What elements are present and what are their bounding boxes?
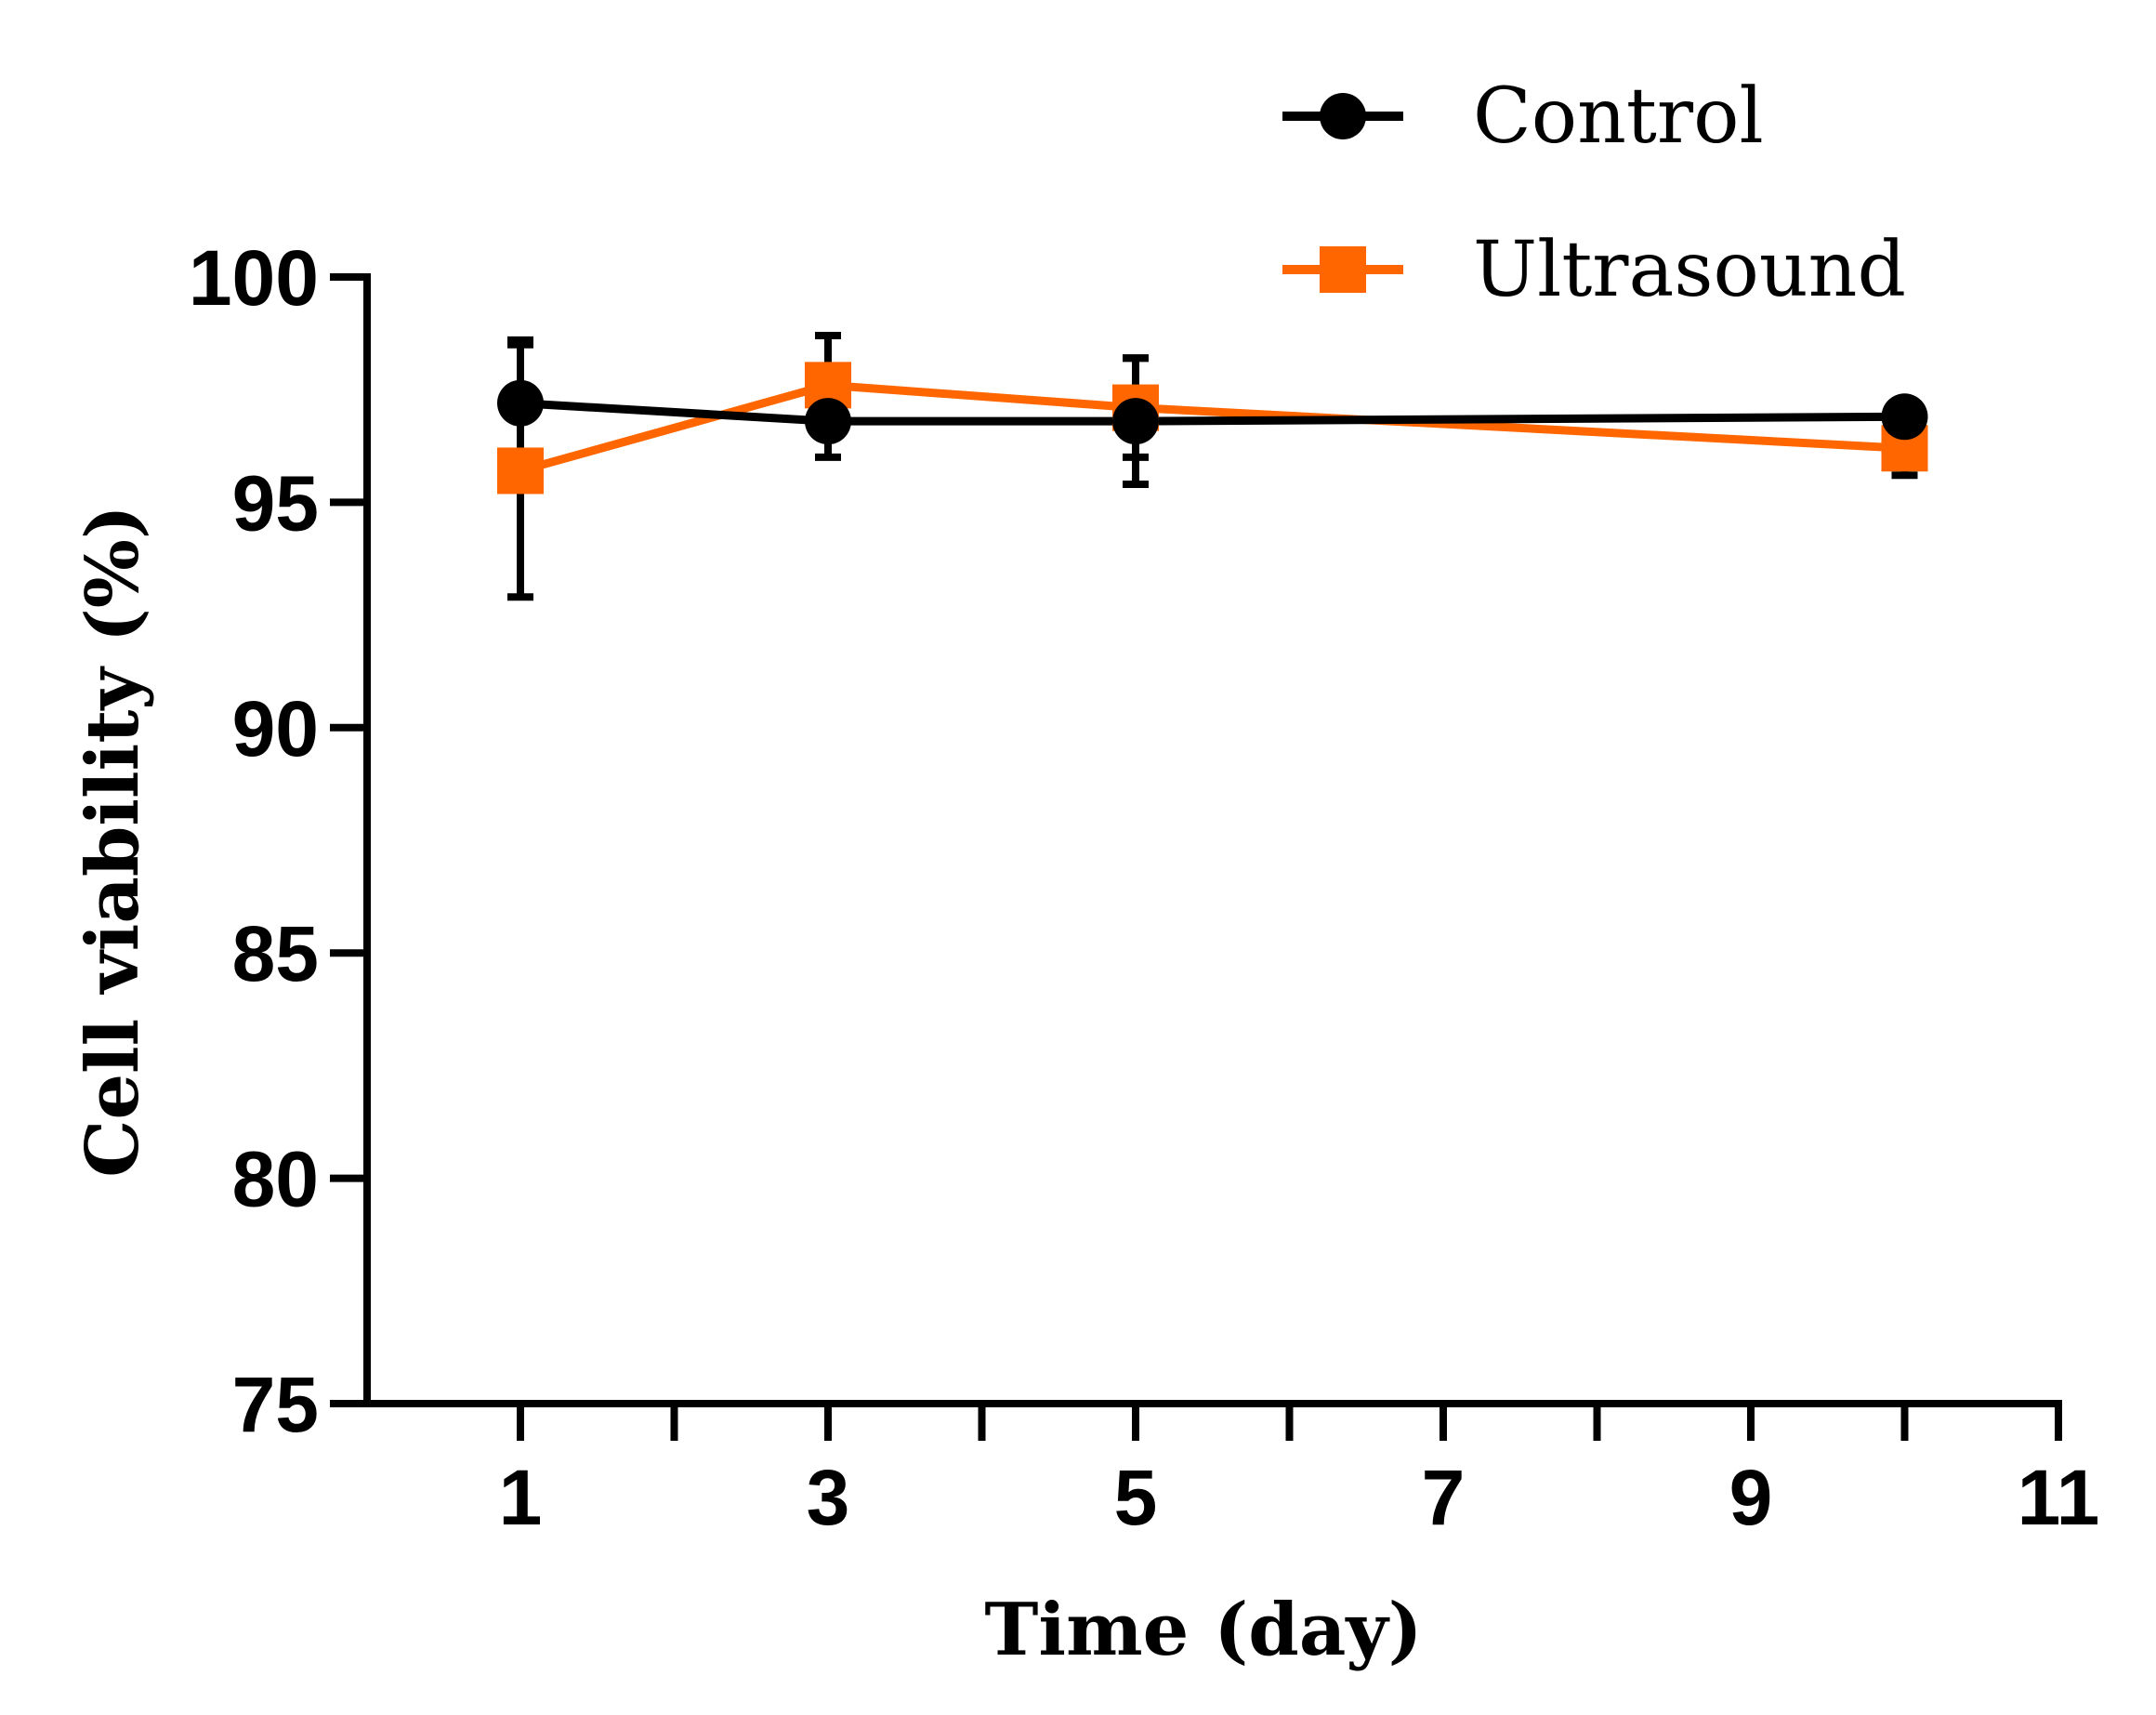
y-tick-label: 85 <box>232 910 319 997</box>
y-tick-label: 100 <box>189 234 319 322</box>
legend-label-control: Control <box>1473 73 1764 161</box>
x-axis-title: Time (day) <box>984 1588 1422 1672</box>
x-tick-label: 7 <box>1422 1454 1466 1541</box>
data-point-control <box>1112 398 1159 445</box>
y-tick-label: 80 <box>232 1136 319 1223</box>
legend: Control Ultrasound <box>1282 73 1906 314</box>
series-line-control <box>519 399 1905 426</box>
legend-label-ultrasound: Ultrasound <box>1473 226 1906 314</box>
axes: 75 80 85 90 95 100 1 3 5 7 9 11 <box>189 234 2100 1541</box>
x-tick-label: 1 <box>499 1454 543 1541</box>
legend-marker-control <box>1320 93 1366 139</box>
series-layer <box>497 332 1928 601</box>
y-axis-title: Cell viability (%) <box>71 505 155 1177</box>
x-tick-label: 3 <box>807 1454 850 1541</box>
data-point-ultrasound <box>497 447 544 495</box>
x-tick-label: 9 <box>1729 1454 1773 1541</box>
data-point-control <box>497 379 544 427</box>
data-point-control <box>1881 393 1928 441</box>
y-tick-label: 95 <box>232 459 319 547</box>
series-line-ultrasound <box>519 380 1905 475</box>
y-tick-label: 90 <box>232 685 319 772</box>
x-tick-label: 5 <box>1114 1454 1158 1541</box>
legend-marker-ultrasound <box>1320 246 1366 293</box>
data-point-control <box>805 398 851 445</box>
x-tick-label: 11 <box>2018 1454 2100 1541</box>
y-tick-label: 75 <box>232 1361 319 1448</box>
